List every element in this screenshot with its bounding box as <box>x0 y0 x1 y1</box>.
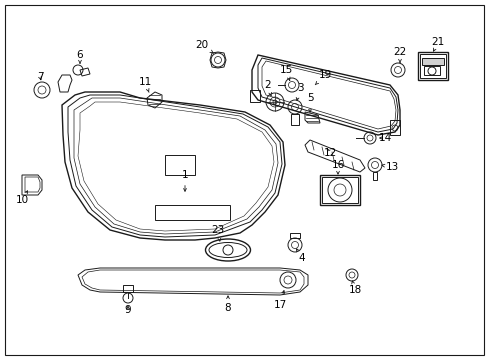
Text: 13: 13 <box>381 162 398 172</box>
Text: 15: 15 <box>279 65 292 81</box>
Text: 12: 12 <box>323 148 336 158</box>
Text: 20: 20 <box>195 40 213 53</box>
Text: 6: 6 <box>77 50 83 63</box>
Text: 23: 23 <box>211 225 224 241</box>
Text: 5: 5 <box>306 93 313 112</box>
Text: 7: 7 <box>37 72 43 82</box>
Text: 4: 4 <box>296 249 305 263</box>
Text: 17: 17 <box>273 291 286 310</box>
Text: 16: 16 <box>331 160 344 174</box>
Polygon shape <box>421 58 443 65</box>
Text: 3: 3 <box>296 83 303 100</box>
Text: 18: 18 <box>347 281 361 295</box>
Text: 9: 9 <box>124 305 131 315</box>
Text: 11: 11 <box>138 77 151 93</box>
Text: 14: 14 <box>378 133 391 143</box>
Text: 8: 8 <box>224 296 231 313</box>
Text: 21: 21 <box>430 37 444 51</box>
Text: 19: 19 <box>315 70 331 85</box>
Text: 10: 10 <box>16 191 28 205</box>
Text: 2: 2 <box>264 80 271 96</box>
Text: 1: 1 <box>182 170 188 191</box>
Text: 22: 22 <box>392 47 406 63</box>
